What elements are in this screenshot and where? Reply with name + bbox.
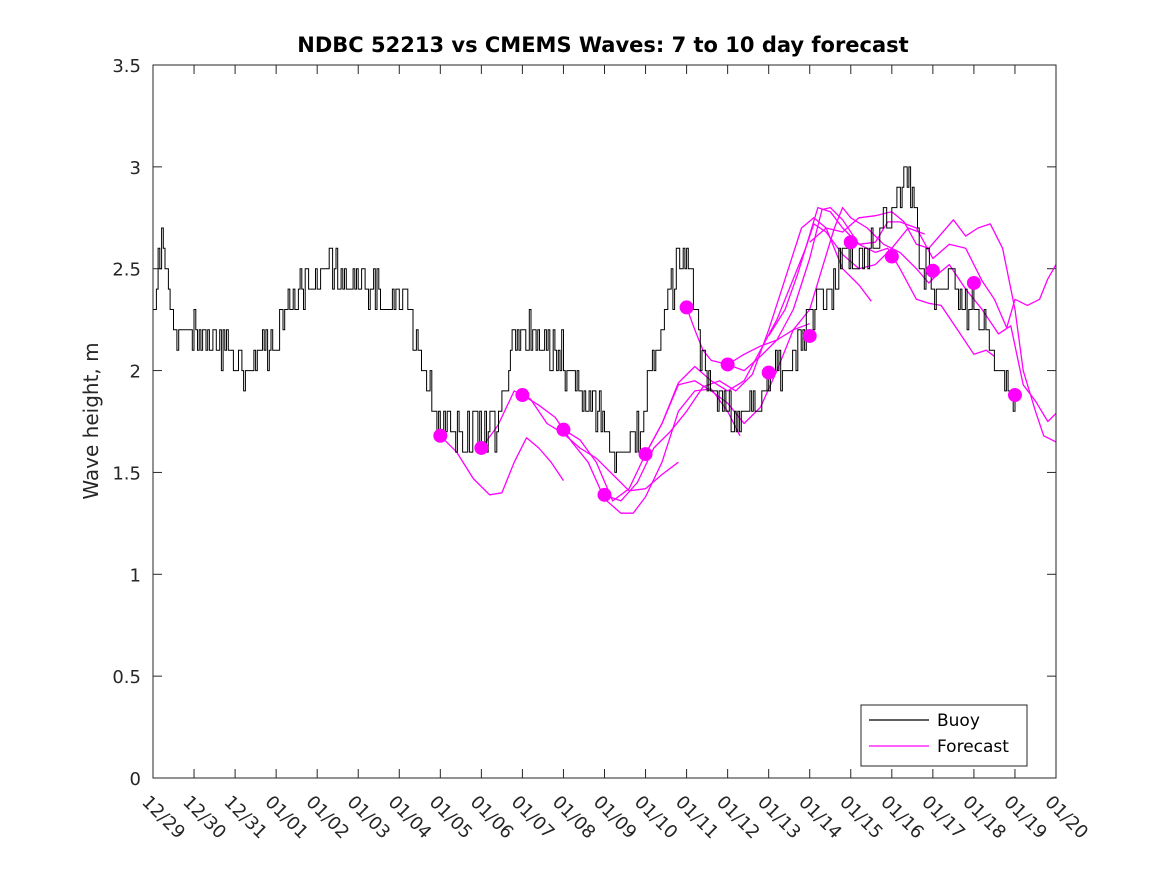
forecast-line: [768, 206, 1057, 337]
forecast-marker: [474, 440, 489, 455]
legend-buoy-label: Buoy: [937, 711, 980, 731]
forecast-marker: [925, 263, 940, 278]
forecast-marker: [556, 422, 571, 437]
forecast-marker: [1007, 388, 1022, 403]
forecast-marker: [720, 357, 735, 372]
forecast-marker: [515, 388, 530, 403]
forecast-line: [644, 223, 925, 455]
y-axis-ticks: 0 0.5 1 1.5 2 2.5 3 3.5: [112, 56, 1056, 790]
forecast-line: [480, 390, 679, 492]
forecast-markers: [433, 235, 1022, 502]
forecast-marker: [679, 300, 694, 315]
y-tick-label: 3.5: [112, 56, 141, 77]
forecast-line: [727, 206, 1057, 423]
forecast-line: [439, 435, 565, 496]
y-tick-label: 0: [130, 769, 141, 790]
y-tick-label: 2: [130, 362, 141, 383]
y-tick-label: 2.5: [112, 260, 141, 281]
forecast-marker: [966, 275, 981, 290]
forecast-line: [809, 211, 1057, 443]
y-tick-label: 1.5: [112, 463, 141, 484]
forecast-marker: [597, 487, 612, 502]
forecast-marker: [843, 235, 858, 250]
forecast-marker: [761, 365, 776, 380]
y-tick-label: 0.5: [112, 667, 141, 688]
forecast-marker: [802, 328, 817, 343]
y-axis-label: Wave height, m: [79, 342, 103, 499]
forecast-marker: [638, 447, 653, 462]
plot-frame: [152, 64, 1057, 779]
chart-title: NDBC 52213 vs CMEMS Waves: 7 to 10 day f…: [297, 33, 908, 57]
legend-box: [860, 704, 1028, 767]
legend: Buoy Forecast: [860, 704, 1028, 767]
legend-forecast-label: Forecast: [937, 737, 1009, 757]
forecast-marker: [433, 428, 448, 443]
forecast-marker: [884, 249, 899, 264]
y-tick-label: 3: [130, 158, 141, 179]
y-tick-label: 1: [130, 565, 141, 586]
buoy-line: [153, 166, 1019, 473]
